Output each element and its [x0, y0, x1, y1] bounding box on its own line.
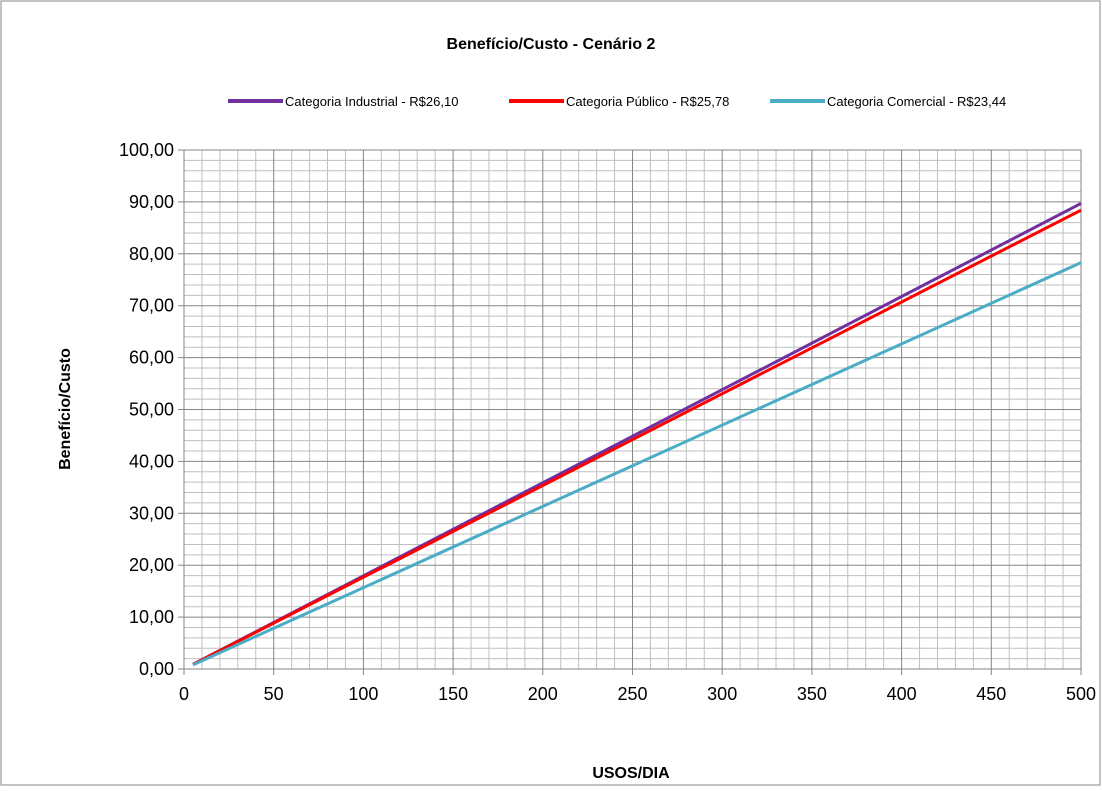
y-tick-label: 50,00 [129, 400, 174, 420]
legend: Categoria Industrial - R$26,10 Categoria … [228, 94, 1006, 109]
legend-label-2: Categoria Público - R$25,78 [566, 94, 729, 109]
chart-title: Benefício/Custo - Cenário 2 [447, 36, 656, 53]
y-tick-label: 30,00 [129, 503, 174, 523]
x-tick-label: 400 [887, 684, 917, 704]
x-tick-label: 500 [1066, 684, 1096, 704]
x-tick-label: 200 [528, 684, 558, 704]
y-tick-label: 0,00 [139, 659, 174, 679]
y-tick-label: 80,00 [129, 244, 174, 264]
x-tick-label: 450 [976, 684, 1006, 704]
y-tick-label: 70,00 [129, 296, 174, 316]
x-tick-label: 350 [797, 684, 827, 704]
x-tick-label: 150 [438, 684, 468, 704]
y-tick-label: 40,00 [129, 451, 174, 471]
x-tick-label: 0 [179, 684, 189, 704]
x-tick-label: 50 [264, 684, 284, 704]
legend-label-3: Categoria Comercial - R$23,44 [827, 94, 1006, 109]
x-axis-title: USOS/DIA [592, 765, 670, 782]
y-tick-label: 20,00 [129, 555, 174, 575]
y-tick-label: 60,00 [129, 348, 174, 368]
y-axis-title: Benefício/Custo [57, 348, 74, 470]
x-tick-label: 300 [707, 684, 737, 704]
x-tick-label: 250 [617, 684, 647, 704]
y-tick-label: 90,00 [129, 192, 174, 212]
x-tick-label: 100 [348, 684, 378, 704]
legend-label-1: Categoria Industrial - R$26,10 [285, 94, 458, 109]
y-tick-label: 100,00 [119, 140, 174, 160]
y-tick-label: 10,00 [129, 607, 174, 627]
